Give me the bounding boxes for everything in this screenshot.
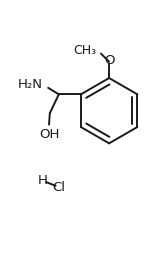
Text: H₂N: H₂N [17, 78, 42, 91]
Text: O: O [104, 54, 114, 67]
Text: OH: OH [39, 128, 59, 141]
Text: CH₃: CH₃ [73, 44, 96, 57]
Text: Cl: Cl [52, 181, 65, 194]
Text: H: H [37, 173, 47, 186]
